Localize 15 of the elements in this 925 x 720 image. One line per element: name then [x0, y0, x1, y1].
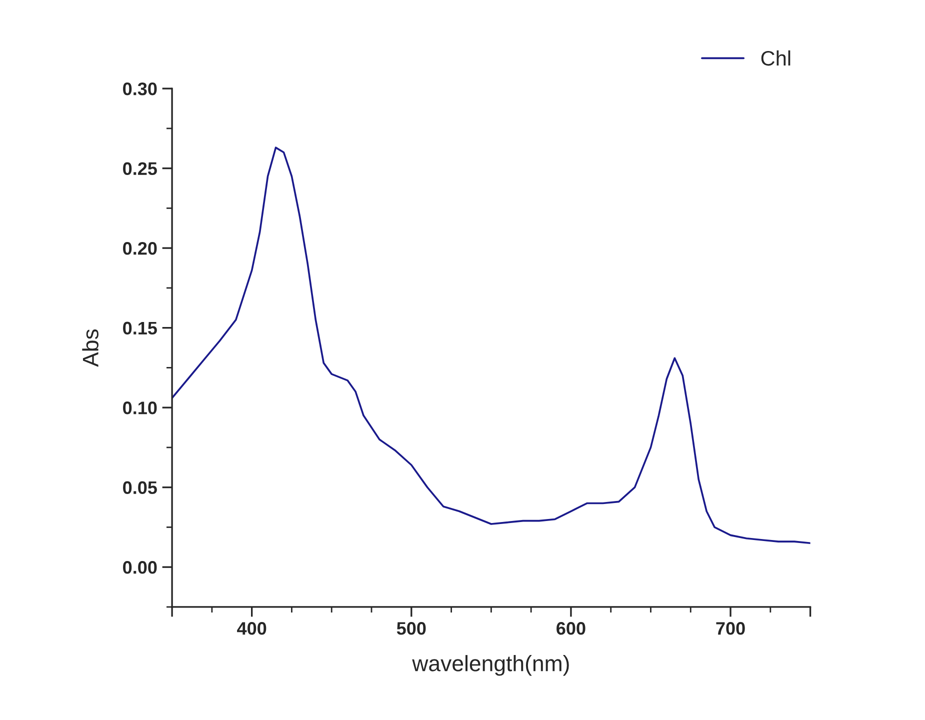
y-tick-label: 0.05 [123, 481, 157, 494]
x-tick-label: 500 [396, 622, 426, 635]
x-tick-label: 400 [237, 622, 266, 635]
legend-label: Chl [761, 50, 790, 66]
y-tick-label: 0.10 [123, 402, 157, 414]
x-tick-label: 600 [556, 622, 586, 635]
line-series [172, 146, 810, 544]
y-tick-label: 0.25 [123, 162, 157, 176]
x-axis-title: wavelength(nm) [412, 655, 569, 676]
y-tick-label: 0.00 [123, 561, 157, 574]
y-tick-label: 0.15 [123, 322, 157, 335]
x-tick-label: 700 [716, 622, 745, 635]
y-tick-label: 0.20 [123, 242, 157, 255]
y-tick-label: 0.30 [123, 82, 157, 96]
y-axis-title: Abs [82, 329, 98, 367]
